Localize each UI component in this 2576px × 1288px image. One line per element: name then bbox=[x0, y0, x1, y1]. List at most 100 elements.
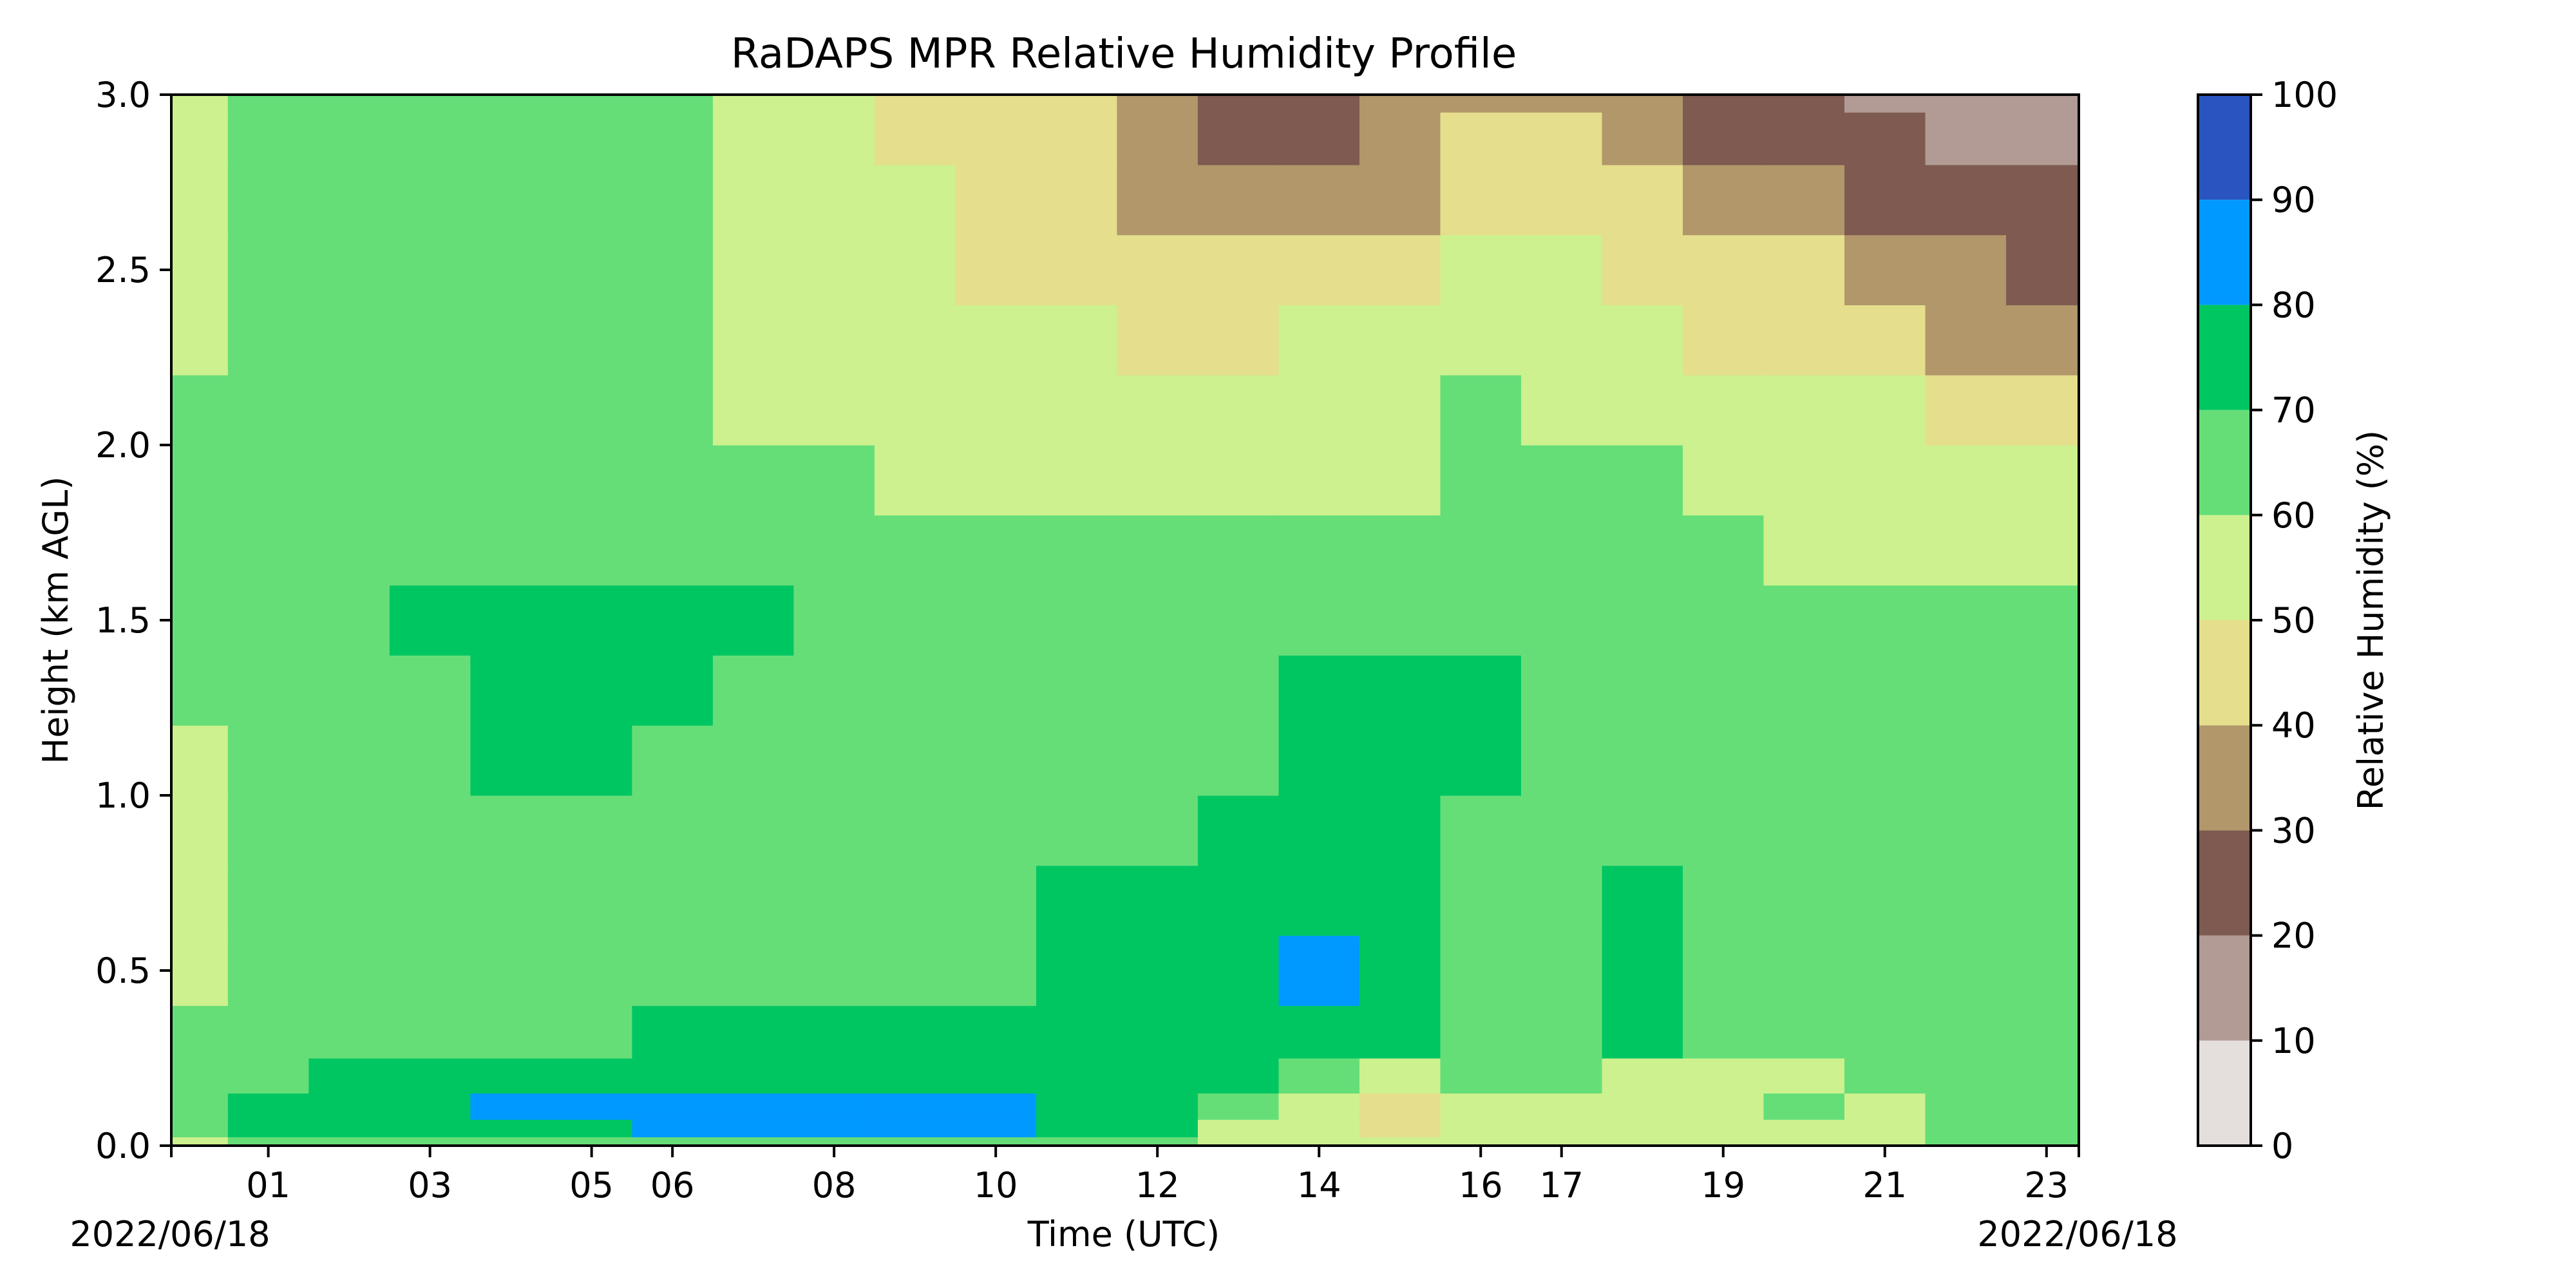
y-tick-label: 0.0 bbox=[95, 1126, 151, 1166]
rh-cell bbox=[1683, 112, 1765, 166]
rh-cell bbox=[171, 305, 229, 375]
rh-cell bbox=[1763, 375, 1845, 446]
x-tick-label: 05 bbox=[569, 1165, 614, 1206]
rh-cell bbox=[1520, 1093, 1603, 1120]
rh-cell bbox=[551, 305, 632, 375]
rh-cell bbox=[1278, 1119, 1360, 1137]
rh-cell bbox=[1763, 1137, 1845, 1146]
rh-cell bbox=[389, 865, 471, 936]
rh-cell bbox=[551, 1005, 632, 1059]
rh-cell bbox=[955, 305, 1037, 375]
rh-cell bbox=[1602, 795, 1683, 866]
x-tick-label: 03 bbox=[408, 1165, 452, 1206]
rh-cell bbox=[955, 515, 1037, 586]
colorbar-ticks: 0 10 20 30 40 50 60 70 80 90 100 bbox=[2251, 75, 2338, 1166]
rh-cell bbox=[1197, 305, 1280, 375]
rh-cell bbox=[712, 112, 795, 166]
colorbar-band bbox=[2198, 830, 2251, 936]
rh-cell bbox=[793, 445, 875, 516]
rh-cell bbox=[2006, 1093, 2079, 1120]
rh-cell bbox=[1925, 585, 2007, 656]
rh-cell bbox=[874, 795, 956, 866]
rh-cell bbox=[1520, 1119, 1603, 1137]
rh-cell bbox=[171, 795, 229, 866]
rh-cell bbox=[874, 234, 956, 305]
rh-cell bbox=[712, 585, 795, 656]
rh-cell bbox=[551, 795, 632, 866]
colorbar-tick-label: 80 bbox=[2271, 285, 2316, 325]
rh-cell bbox=[1520, 95, 1603, 113]
rh-cell bbox=[1278, 935, 1360, 1006]
rh-cell bbox=[551, 515, 632, 586]
rh-cell bbox=[1925, 112, 2007, 166]
rh-cell bbox=[1036, 1119, 1118, 1137]
rh-cell bbox=[227, 375, 309, 446]
rh-cell bbox=[712, 1093, 795, 1120]
rh-cell bbox=[2006, 1005, 2079, 1059]
rh-cell bbox=[1278, 1137, 1360, 1146]
humidity-contour-bands bbox=[171, 95, 2079, 1146]
rh-cell bbox=[1117, 375, 1198, 446]
rh-cell bbox=[1763, 585, 1845, 656]
rh-cell bbox=[470, 935, 552, 1006]
plot-area bbox=[170, 93, 2080, 1147]
rh-cell bbox=[1925, 1005, 2007, 1059]
rh-cell bbox=[874, 305, 956, 375]
colorbar-tick-label: 0 bbox=[2271, 1126, 2293, 1166]
rh-cell bbox=[389, 725, 471, 796]
rh-cell bbox=[1440, 1005, 1522, 1059]
rh-cell bbox=[1278, 865, 1360, 936]
rh-cell bbox=[389, 1119, 471, 1137]
rh-cell bbox=[1036, 112, 1118, 166]
rh-cell bbox=[171, 1119, 229, 1137]
rh-cell bbox=[1036, 725, 1118, 796]
colorbar-band bbox=[2198, 935, 2251, 1041]
rh-cell bbox=[2006, 95, 2079, 113]
rh-cell bbox=[551, 865, 632, 936]
rh-cell bbox=[551, 1093, 632, 1120]
rh-cell bbox=[1763, 164, 1845, 236]
rh-cell bbox=[308, 515, 390, 586]
rh-cell bbox=[1197, 585, 1280, 656]
rh-cell bbox=[874, 935, 956, 1006]
rh-cell bbox=[1359, 164, 1441, 236]
rh-cell bbox=[1278, 725, 1360, 796]
rh-cell bbox=[712, 234, 795, 305]
rh-cell bbox=[551, 112, 632, 166]
rh-cell bbox=[1117, 164, 1198, 236]
rh-cell bbox=[389, 375, 471, 446]
rh-cell bbox=[1520, 865, 1603, 936]
rh-cell bbox=[171, 445, 229, 516]
rh-cell bbox=[955, 935, 1037, 1006]
rh-cell bbox=[389, 515, 471, 586]
rh-cell bbox=[1683, 1058, 1765, 1094]
rh-cell bbox=[955, 445, 1037, 516]
rh-cell bbox=[1278, 375, 1360, 446]
colorbar-tick-label: 100 bbox=[2271, 75, 2338, 115]
rh-cell bbox=[1844, 1119, 1926, 1137]
x-tick-label: 21 bbox=[1862, 1165, 1907, 1206]
rh-cell bbox=[1844, 1058, 1926, 1094]
rh-cell bbox=[171, 164, 229, 236]
rh-cell bbox=[632, 935, 714, 1006]
rh-cell bbox=[1925, 445, 2007, 516]
rh-cell bbox=[632, 445, 714, 516]
rh-cell bbox=[2006, 445, 2079, 516]
rh-cell bbox=[551, 1058, 632, 1094]
rh-cell bbox=[1278, 1005, 1360, 1059]
rh-cell bbox=[1925, 515, 2007, 586]
y-tick-label: 2.0 bbox=[95, 425, 151, 466]
rh-cell bbox=[1763, 95, 1845, 113]
rh-cell bbox=[632, 95, 714, 113]
rh-cell bbox=[1440, 795, 1522, 866]
rh-cell bbox=[1117, 795, 1198, 866]
rh-cell bbox=[470, 95, 552, 113]
rh-cell bbox=[1359, 515, 1441, 586]
rh-cell bbox=[470, 112, 552, 166]
rh-cell bbox=[1440, 112, 1522, 166]
rh-cell bbox=[308, 725, 390, 796]
rh-cell bbox=[1197, 795, 1280, 866]
rh-cell bbox=[1683, 515, 1765, 586]
x-tick-label: 08 bbox=[812, 1165, 857, 1206]
rh-cell bbox=[551, 445, 632, 516]
